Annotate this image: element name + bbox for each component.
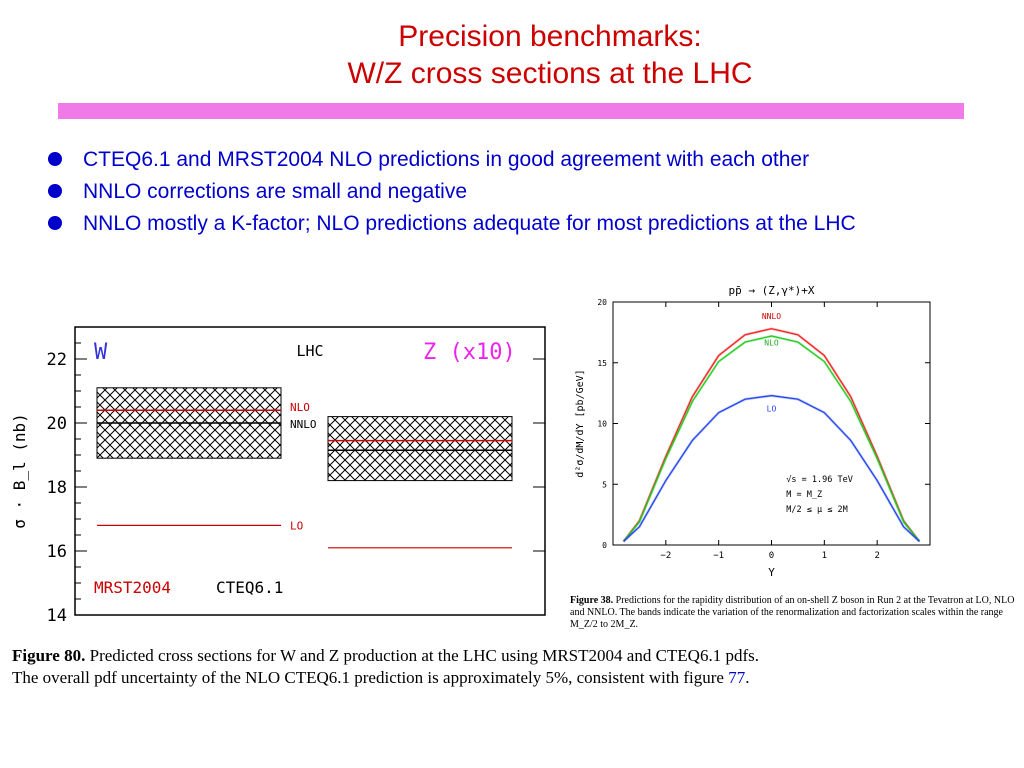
x-tick-label: 0 bbox=[769, 551, 774, 561]
figure80-caption-text: Predicted cross sections for W and Z pro… bbox=[12, 646, 759, 687]
x-tick-label: −2 bbox=[660, 551, 671, 561]
nlo-label: NLO bbox=[290, 401, 310, 414]
bullet-text: NNLO corrections are small and negative bbox=[83, 180, 468, 203]
y-tick-label: 0 bbox=[602, 541, 607, 550]
bullet-dot-icon bbox=[48, 216, 62, 230]
y-tick-label: 5 bbox=[602, 480, 607, 489]
y-tick-label: 14 bbox=[47, 606, 67, 625]
figure77-link[interactable]: 77 bbox=[728, 668, 746, 687]
bullet-dot-icon bbox=[48, 184, 62, 198]
y-tick-label: 16 bbox=[47, 542, 67, 562]
title-divider bbox=[58, 103, 964, 119]
figure80-caption-end: . bbox=[745, 668, 750, 687]
bullet-item: NNLO corrections are small and negative bbox=[48, 176, 978, 208]
figure80-caption-label: Figure 80. bbox=[12, 646, 86, 665]
x-tick-label: 2 bbox=[874, 551, 879, 561]
y-tick-label: 15 bbox=[597, 359, 607, 368]
y-tick-label: 10 bbox=[597, 420, 607, 429]
annotation: M/2 ≤ μ ≤ 2M bbox=[786, 505, 847, 515]
curve-lo bbox=[623, 394, 920, 542]
bullet-item: CTEQ6.1 and MRST2004 NLO predictions in … bbox=[48, 144, 978, 176]
plot-frame bbox=[612, 301, 931, 546]
series-label: NNLO bbox=[762, 312, 781, 321]
figure38-caption: Figure 38. Predictions for the rapidity … bbox=[570, 595, 1020, 631]
figure38-caption-text: Predictions for the rapidity distributio… bbox=[570, 595, 1015, 630]
bullet-dot-icon bbox=[48, 152, 62, 166]
x-tick-label: −1 bbox=[713, 551, 724, 561]
slide-title-line2: W/Z cross sections at the LHC bbox=[347, 57, 753, 90]
bullet-text: NNLO mostly a K-factor; NLO predictions … bbox=[83, 212, 856, 235]
figure38-caption-label: Figure 38. bbox=[570, 595, 614, 606]
y-tick-label: 20 bbox=[47, 414, 67, 434]
curve-nlo bbox=[623, 335, 920, 542]
series-label: NLO bbox=[764, 339, 779, 348]
y-axis-label: d²σ/dM/dY [pb/GeV] bbox=[575, 369, 586, 477]
bullet-text: CTEQ6.1 and MRST2004 NLO predictions in … bbox=[83, 148, 810, 171]
lo-label: LO bbox=[290, 519, 303, 532]
curve-nnlo bbox=[623, 328, 920, 542]
x-tick-label: 1 bbox=[822, 551, 827, 561]
z-rapidity-chart: pp̄ → (Z,γ*)+X−2 −1 0 1 205101520Yd²σ/dM/dY … bbox=[575, 284, 931, 579]
y-tick-label: 18 bbox=[47, 478, 67, 498]
chart-title: pp̄ → (Z,γ*)+X bbox=[728, 284, 814, 297]
y-tick-label: 22 bbox=[47, 350, 67, 370]
bullet-list: CTEQ6.1 and MRST2004 NLO predictions in … bbox=[48, 144, 978, 240]
y-tick-label: 20 bbox=[597, 298, 607, 307]
series-label: LO bbox=[767, 404, 777, 413]
slide-title-line1: Precision benchmarks: bbox=[398, 20, 702, 53]
annotation: M = M_Z bbox=[786, 490, 822, 500]
annotation: √s = 1.96 TeV bbox=[786, 475, 853, 485]
bullet-item: NNLO mostly a K-factor; NLO predictions … bbox=[48, 208, 978, 240]
x-axis-label: Y bbox=[768, 566, 775, 579]
wz-cross-section-chart: 14 16 18 20 22 σ · B_l (nb) W LHC Z (x10) MRST200… bbox=[10, 326, 546, 625]
w-header-label: W bbox=[94, 340, 108, 365]
pdf-uncertainty-band bbox=[327, 416, 513, 482]
cteq61-label: CTEQ6.1 bbox=[216, 578, 283, 597]
figure80-caption: Figure 80. Predicted cross sections for … bbox=[12, 645, 772, 689]
lhc-label: LHC bbox=[296, 342, 323, 360]
y-axis-label: σ · B_l (nb) bbox=[10, 413, 29, 529]
nnlo-label: NNLO bbox=[290, 418, 317, 431]
mrst2004-label: MRST2004 bbox=[94, 578, 171, 597]
z-header-label: Z (x10) bbox=[423, 340, 516, 365]
